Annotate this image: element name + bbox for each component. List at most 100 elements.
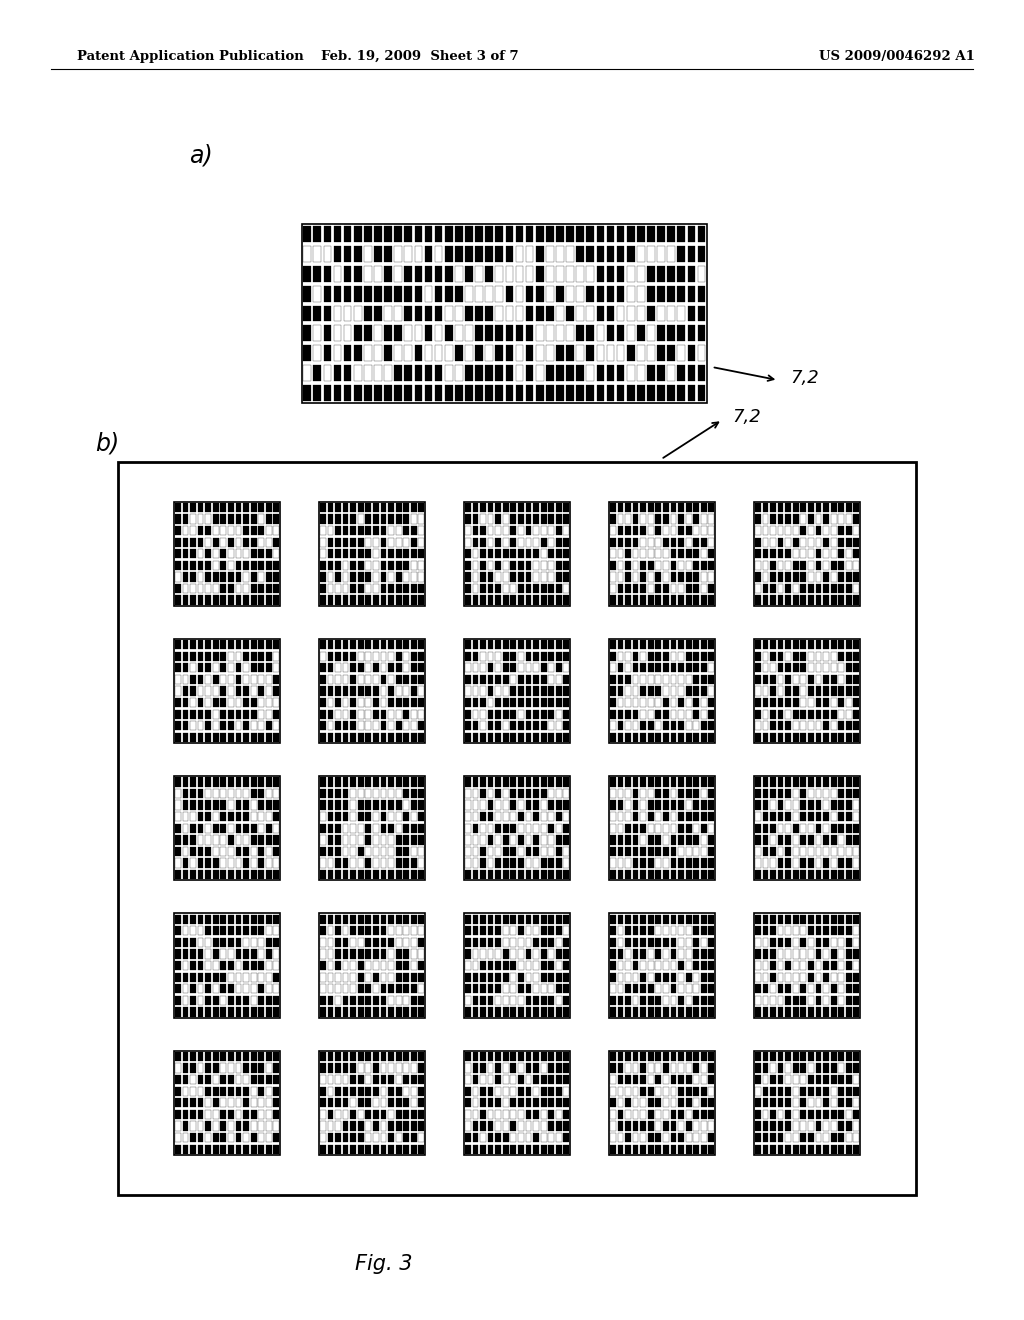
Bar [823,525,829,535]
Bar [853,733,859,742]
Bar [853,836,859,845]
Bar [394,306,402,322]
Bar [839,583,844,593]
Bar [808,710,814,719]
Bar [686,985,691,994]
Bar [627,267,635,282]
Bar [266,561,271,570]
Bar [637,267,645,282]
Bar [770,995,776,1005]
Bar [633,1074,639,1084]
Bar [435,306,442,322]
Bar [175,961,181,970]
Bar [785,1086,792,1096]
Bar [556,663,562,672]
Bar [465,1098,471,1107]
Bar [258,583,264,593]
Bar [480,1074,486,1084]
Bar [319,561,326,570]
Bar [425,267,432,282]
Bar [640,949,646,958]
Bar [381,1086,386,1096]
Bar [465,973,471,982]
Bar [648,1133,653,1142]
Bar [655,812,662,821]
Bar [251,1122,257,1131]
Bar [541,1122,547,1131]
Bar [243,949,249,958]
Bar [534,698,539,708]
Bar [617,800,624,809]
Bar [381,1098,386,1107]
Bar [566,326,573,342]
Bar [381,927,386,936]
Bar [563,733,569,742]
Bar [366,1074,372,1084]
Bar [846,503,852,512]
Bar [411,525,417,535]
Bar [678,847,684,857]
Bar [510,675,516,684]
Bar [411,1144,417,1154]
Bar [419,973,424,982]
Bar [808,995,814,1005]
Bar [388,733,394,742]
Bar [503,503,509,512]
Bar [328,721,334,730]
Bar [506,346,513,362]
Bar [496,1133,501,1142]
Bar [198,652,204,661]
Bar [801,1122,806,1131]
Bar [480,675,486,684]
Bar [709,595,715,605]
Bar [388,1052,394,1061]
Bar [700,1133,707,1142]
Bar [525,652,531,661]
Bar [273,1144,280,1154]
Bar [198,675,204,684]
Bar [266,1098,271,1107]
Bar [697,227,706,243]
Bar [534,549,539,558]
Bar [319,686,326,696]
Bar [815,537,821,546]
Bar [381,710,386,719]
Bar [205,836,211,845]
Bar [663,583,669,593]
Bar [686,710,691,719]
Bar [815,573,821,582]
Bar [839,973,844,982]
Bar [846,800,852,809]
Bar [425,247,432,263]
Bar [388,937,394,946]
Bar [182,800,188,809]
Bar [853,927,859,936]
Bar [374,346,382,362]
Bar [823,503,829,512]
Bar [273,1064,280,1073]
Bar [182,777,188,787]
Bar [220,985,226,994]
Bar [610,733,615,742]
Bar [686,595,691,605]
Bar [175,1052,181,1061]
Bar [198,858,204,867]
Bar [815,789,821,799]
Bar [213,1122,219,1131]
Bar [228,1064,233,1073]
Bar [395,927,401,936]
Bar [709,525,715,535]
Bar [350,525,356,535]
Bar [419,721,424,730]
Bar [384,227,392,243]
Bar [516,346,523,362]
Bar [556,870,562,879]
Bar [324,227,331,243]
Bar [625,1133,631,1142]
Bar [251,1007,257,1016]
Bar [808,640,814,649]
Bar [785,525,792,535]
Bar [419,1007,424,1016]
Bar [266,824,271,833]
Text: 7,2: 7,2 [732,408,761,426]
